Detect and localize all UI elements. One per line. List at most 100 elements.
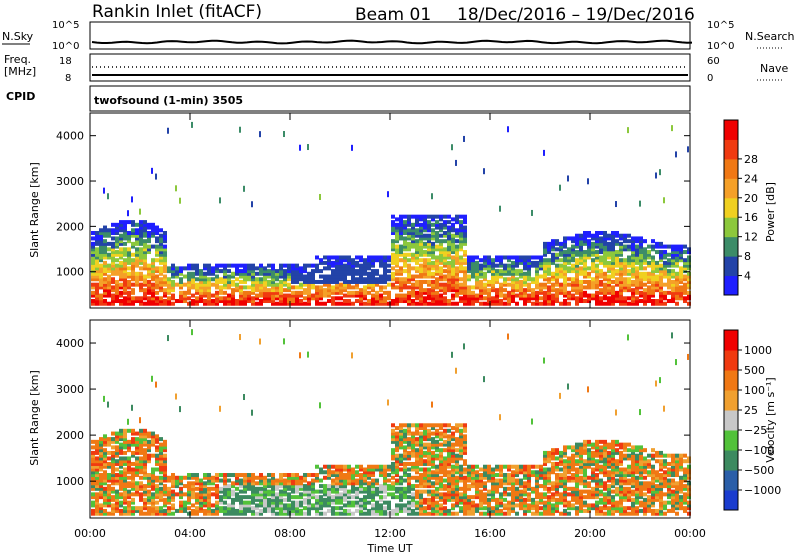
power-cell — [543, 296, 547, 301]
velocity-cell — [443, 478, 447, 483]
velocity-cell — [523, 503, 527, 508]
power-cell — [407, 230, 411, 235]
power-cell — [103, 241, 107, 246]
velocity-cell — [575, 461, 579, 466]
velocity-cell — [367, 489, 371, 494]
velocity-cell — [507, 511, 511, 516]
power-cell — [327, 293, 331, 298]
velocity-cell — [131, 481, 135, 486]
velocity-cell — [539, 473, 543, 478]
power-cell — [271, 288, 275, 293]
power-cell — [511, 299, 515, 304]
power-cell — [435, 247, 439, 252]
power-cell — [399, 271, 403, 276]
velocity-cell — [391, 470, 395, 475]
power-cell — [667, 244, 671, 249]
power-cell — [651, 277, 655, 282]
velocity-cell — [143, 470, 147, 475]
power-cell — [655, 288, 659, 293]
velocity-cell — [383, 500, 387, 505]
power-cell — [175, 271, 179, 276]
power-cell — [179, 279, 183, 284]
power-cell — [551, 274, 555, 279]
power-cell — [603, 233, 607, 238]
power-cell — [491, 288, 495, 293]
power-cell — [459, 290, 463, 295]
velocity-cell — [151, 506, 155, 511]
velocity-cell — [91, 475, 95, 480]
velocity-cell — [495, 478, 499, 483]
power-cell — [239, 296, 243, 301]
power-cell — [531, 263, 535, 268]
power-cell — [119, 241, 123, 246]
velocity-cell — [551, 467, 555, 472]
power-cell — [647, 263, 651, 268]
power-cell — [139, 301, 143, 306]
power-cell — [359, 269, 363, 274]
velocity-cell — [311, 489, 315, 494]
velocity-cell — [299, 484, 303, 489]
power-cell — [191, 285, 195, 290]
velocity-cell — [347, 489, 351, 494]
velocity-cell — [439, 450, 443, 455]
power-cell — [339, 301, 343, 306]
velocity-cell — [283, 484, 287, 489]
velocity-cell — [535, 486, 539, 491]
power-cell — [139, 258, 143, 263]
velocity-cell — [335, 475, 339, 480]
velocity-cell — [499, 470, 503, 475]
velocity-cell — [419, 511, 423, 516]
power-cell — [331, 290, 335, 295]
velocity-cell — [447, 453, 451, 458]
power-cell — [463, 135, 465, 142]
velocity-cell — [503, 481, 507, 486]
velocity-cell — [531, 464, 535, 469]
velocity-cell — [535, 473, 539, 478]
power-cell — [659, 271, 663, 276]
power-cell — [655, 244, 659, 249]
velocity-cell — [383, 511, 387, 516]
velocity-cell — [355, 489, 359, 494]
power-cell — [427, 279, 431, 284]
velocity-cell — [111, 495, 115, 500]
velocity-cell — [431, 484, 435, 489]
power-cell — [603, 260, 607, 265]
velocity-cell — [127, 418, 129, 425]
velocity-cell — [431, 450, 435, 455]
power-cell — [271, 269, 275, 274]
power-cell — [299, 299, 303, 304]
power-cell — [591, 236, 595, 241]
velocity-cell — [231, 484, 235, 489]
velocity-cell — [407, 450, 411, 455]
power-cell — [135, 252, 139, 257]
power-cell — [447, 274, 451, 279]
power-cell — [339, 260, 343, 265]
velocity-cell — [323, 489, 327, 494]
velocity-cell — [115, 461, 119, 466]
power-cell — [511, 260, 515, 265]
velocity-cell — [419, 450, 423, 455]
power-cell — [443, 247, 447, 252]
velocity-cell — [495, 497, 499, 502]
velocity-cell — [427, 492, 431, 497]
velocity-cell — [91, 459, 95, 464]
power-cell — [391, 299, 395, 304]
power-cell — [407, 293, 411, 298]
velocity-cell — [203, 492, 207, 497]
power-cell — [195, 263, 199, 268]
power-cell — [399, 269, 403, 274]
power-cell — [535, 274, 539, 279]
power-cell — [163, 279, 167, 284]
velocity-cell — [203, 500, 207, 505]
velocity-cell — [207, 475, 211, 480]
velocity-cell — [611, 500, 615, 505]
power-cell — [295, 285, 299, 290]
velocity-cell — [123, 506, 127, 511]
power-cell — [307, 271, 311, 276]
velocity-cell — [343, 484, 347, 489]
velocity-cell — [595, 481, 599, 486]
power-cell — [607, 269, 611, 274]
power-cell — [515, 260, 519, 265]
power-cell — [587, 285, 591, 290]
power-cell — [255, 296, 259, 301]
